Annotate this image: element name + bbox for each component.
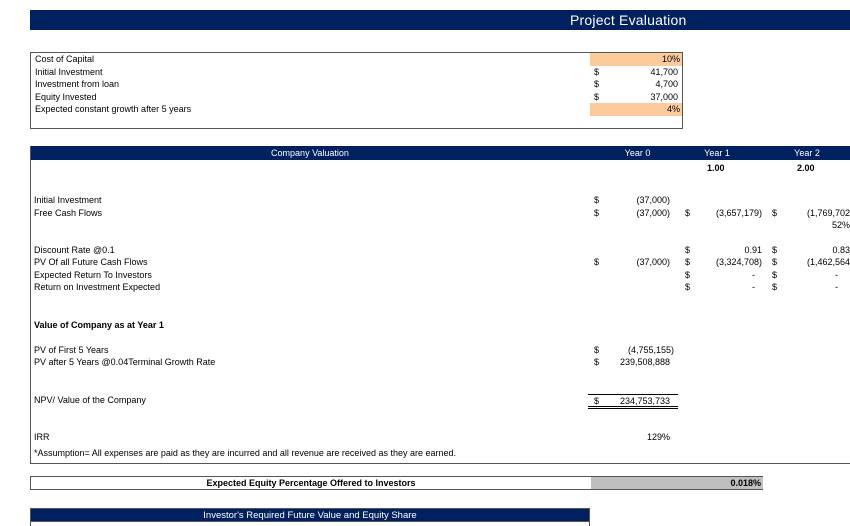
column-header-year-2: Year 2	[794, 148, 820, 158]
cell-pv-after-5[interactable]: 239,508,888	[619, 357, 670, 367]
currency-symbol: $	[594, 208, 600, 218]
currency-symbol: $	[772, 270, 778, 280]
currency-symbol: $	[594, 91, 600, 102]
currency-symbol: $	[594, 357, 600, 367]
cell-expected-return-y1[interactable]: -	[752, 270, 755, 280]
cell-expected-return-y2[interactable]: -	[835, 270, 838, 280]
cell-fcf-y1[interactable]: (3,657,179)	[715, 208, 762, 218]
year-index-1: 1.00	[707, 163, 725, 173]
company-valuation-header: Company Valuation Year 0 Year 1 Year 2	[30, 146, 850, 160]
cell-pv-y2[interactable]: (1,462,564	[806, 257, 850, 267]
row-label-npv: NPV/ Value of the Company	[34, 395, 146, 405]
input-cell-highlight[interactable]: 10%	[590, 53, 682, 66]
input-row-equity-invested: Equity Invested $ 37,000	[31, 91, 682, 104]
currency-symbol: $	[685, 270, 691, 280]
assumption-note: *Assumption= All expenses are paid as th…	[34, 448, 457, 458]
currency-symbol: $	[772, 208, 778, 218]
page-title: Project Evaluation	[570, 12, 687, 28]
currency-symbol: $	[594, 79, 600, 89]
row-label-irr: IRR	[34, 432, 50, 442]
cell-fcf-y0[interactable]: (37,000)	[636, 208, 670, 218]
input-row-expected-growth: Expected constant growth after 5 years 4…	[31, 103, 682, 116]
npv-value: 234,753,733	[619, 396, 670, 406]
input-row-cost-of-capital: Cost of Capital 10%	[31, 53, 682, 66]
input-value: 4%	[666, 104, 680, 114]
cell-pv-y0[interactable]: (37,000)	[636, 257, 670, 267]
row-label-discount-rate: Discount Rate @0.1	[34, 245, 115, 255]
cell-discount-y2[interactable]: 0.83	[832, 245, 850, 255]
cell-roi-y1[interactable]: -	[752, 282, 755, 292]
year-index-2: 2.00	[797, 163, 815, 173]
value-of-company-heading: Value of Company as at Year 1	[34, 320, 164, 330]
column-header-year-0: Year 0	[624, 148, 651, 158]
column-header-year-1: Year 1	[704, 148, 730, 158]
section-title: Company Valuation	[271, 148, 349, 158]
input-value[interactable]: 4,700	[655, 79, 678, 89]
input-label: Investment from loan	[35, 79, 120, 89]
row-label-expected-return: Expected Return To Investors	[34, 270, 152, 280]
currency-symbol: $	[594, 195, 600, 205]
row-label-pv-first-5: PV of First 5 Years	[34, 345, 109, 355]
input-cell-highlight[interactable]: 4%	[590, 103, 682, 116]
input-row-investment-from-loan: Investment from loan $ 4,700	[31, 78, 682, 91]
cell-growth-y2[interactable]: 52%	[831, 220, 850, 230]
currency-symbol: $	[685, 208, 691, 218]
row-label-roi-expected: Return on Investment Expected	[34, 282, 161, 292]
currency-symbol: $	[594, 345, 600, 355]
row-label-pv-future: PV Of all Future Cash Flows	[34, 257, 148, 267]
currency-symbol: $	[772, 245, 778, 255]
inputs-table: Cost of Capital 10% Initial Investment $…	[30, 52, 683, 129]
expected-equity-label: Expected Equity Percentage Offered to In…	[206, 478, 416, 488]
cell-roi-y2[interactable]: -	[835, 282, 838, 292]
cell-irr[interactable]: 129%	[646, 432, 670, 442]
currency-symbol: $	[594, 257, 600, 267]
input-label: Initial Investment	[35, 66, 103, 77]
npv-cell[interactable]: $ 234,753,733	[588, 394, 678, 409]
cell-pv-y1[interactable]: (3,324,708)	[715, 257, 762, 267]
input-label: Cost of Capital	[35, 54, 95, 64]
input-row-initial-investment: Initial Investment $ 41,700	[31, 66, 682, 79]
input-label: Expected constant growth after 5 years	[35, 104, 192, 114]
input-label: Equity Invested	[35, 91, 97, 102]
expected-equity-row: Expected Equity Percentage Offered to In…	[30, 476, 763, 490]
currency-symbol: $	[685, 257, 691, 267]
row-label-free-cash-flows: Free Cash Flows	[34, 208, 103, 218]
valuation-border-bottom	[30, 463, 850, 464]
row-label-pv-after-5: PV after 5 Years @0.04Terminal Growth Ra…	[34, 357, 216, 367]
cell-initial-investment-y0[interactable]: (37,000)	[636, 195, 670, 205]
input-value[interactable]: 41,700	[650, 66, 678, 77]
currency-symbol: $	[685, 245, 691, 255]
input-value[interactable]: 37,000	[650, 91, 678, 102]
title-bar: Project Evaluation	[30, 10, 850, 30]
investor-section-body	[30, 522, 590, 526]
currency-symbol: $	[772, 257, 778, 267]
cell-fcf-y2[interactable]: (1,769,702	[806, 208, 850, 218]
currency-symbol: $	[685, 282, 691, 292]
currency-symbol: $	[594, 396, 600, 406]
investor-required-header: Investor's Required Future Value and Equ…	[30, 508, 590, 522]
input-value: 10%	[661, 54, 680, 64]
currency-symbol: $	[772, 282, 778, 292]
expected-equity-value[interactable]: 0.018%	[591, 477, 763, 489]
cell-discount-y1[interactable]: 0.91	[744, 245, 762, 255]
cell-pv-first-5[interactable]: (4,755,155)	[627, 345, 674, 355]
valuation-border-left	[30, 146, 31, 464]
row-label-initial-investment: Initial Investment	[34, 195, 102, 205]
currency-symbol: $	[594, 66, 600, 77]
